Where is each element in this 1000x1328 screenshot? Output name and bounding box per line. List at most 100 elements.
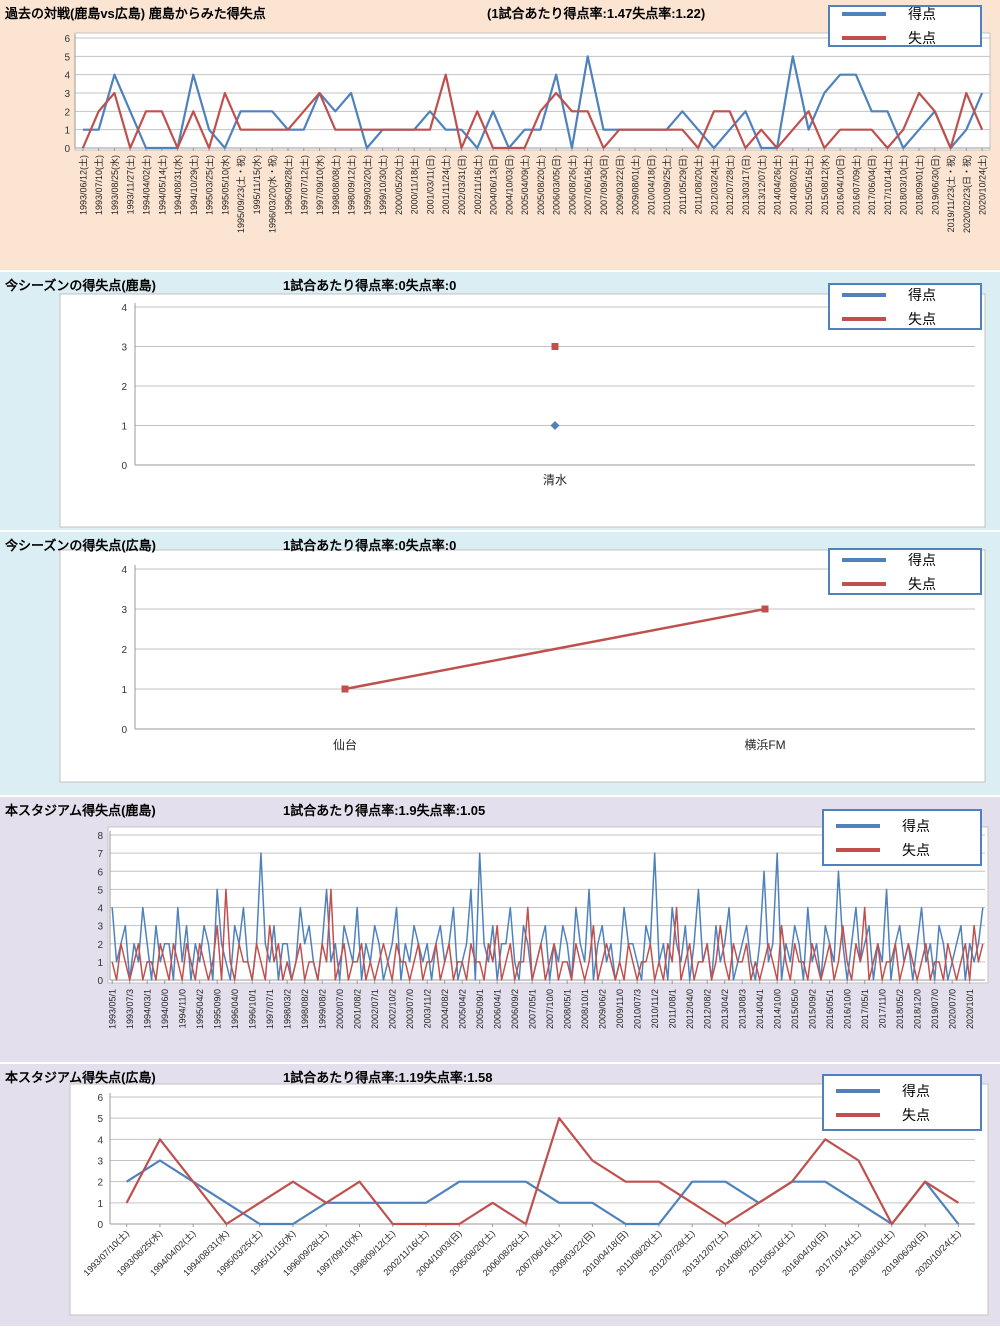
concede-line-sample-icon [836,1112,880,1117]
panel-stadium-kashima: 本スタジアム得失点(鹿島) 1試合あたり得点率:1.9失点率:1.05 0 1 2 3… [0,795,1000,1062]
x-tick-label: 1998/09/12(土) [346,155,357,215]
x-tick-label: 1998/03/2 [283,989,293,1029]
x-tick-label: 1995/03/25(土) [204,155,215,215]
x-tick-label: 2012/08/2 [703,989,713,1029]
x-axis-labels: 仙台 横浜FM [333,737,786,752]
score-diamond-marker [550,421,560,430]
y-tick-label-3: 3 [64,89,70,100]
x-tick-label: 1994/08/31(水) [172,155,183,215]
x-tick-label: 2014/04/26(土) [772,155,783,215]
y-tick-label-1: 1 [121,422,127,433]
y-tick-label-4: 4 [64,71,70,82]
x-tick-label: 2008/05/1 [563,989,573,1029]
x-tick-label: 1996/03/20(水・祝) [267,155,278,233]
x-tick-label: 2001/08/2 [353,989,363,1029]
chart5-rate-text: 1試合あたり得点率:1.19失点率:1.58 [283,1070,493,1085]
x-tick-label: 2008/10/1 [580,989,590,1029]
x-tick-label: 2015/08/12(水) [819,155,830,215]
x-tick-label: 2005/04/2 [458,989,468,1029]
x-tick-label: 2010/11/2 [650,989,660,1028]
x-tick-label: 2007/06/16(土) [582,155,593,215]
x-tick-label: 1993/05/1 [108,989,118,1029]
x-tick-label: 2018/09/01(土) [914,155,925,215]
concede-line-sample-icon [842,581,886,586]
score-legend-label: 得点 [902,817,930,834]
x-tick-label: 2013/08/3 [738,989,748,1029]
chart1-plot: 0 1 2 3 4 5 6 1993/06/12(土) 1993/07/10(土) 1993/08… [64,32,991,233]
y-tick-label-1: 1 [97,1199,103,1210]
concede-legend-label: 失点 [902,841,930,858]
x-tick-label: 1993/07/3 [125,989,135,1029]
y-tick-label-6: 6 [97,867,103,878]
x-tick-label: 2004/08/2 [440,989,450,1029]
x-tick-label: 2019/11/23(土・祝) [945,155,956,232]
x-tick-label: 2002/11/16(土) [472,155,483,214]
y-tick-label-8: 8 [97,831,103,842]
x-tick-label: 1996/09/28(土) [282,155,293,215]
x-tick-label: 1996/04/0 [230,989,240,1029]
x-tick-label: 2018/12/0 [913,989,923,1029]
series-line-concede [344,607,766,691]
y-tick-label-6: 6 [97,1093,103,1104]
concede-square-marker [761,605,769,613]
x-tick-label: 1999/03/20(土) [361,155,372,215]
chart2-legend: 得点 失点 [828,283,982,330]
x-axis-labels: 1993/05/1 1993/07/3 1994/03/1 1994/06/0 1994… [108,989,976,1029]
x-tick-label: 1993/08/25(水) [109,155,120,215]
x-tick-label: 2000/11/18(土) [409,155,420,214]
x-tick-label: 2002/03/31(日) [457,155,467,215]
x-tick-label: 2017/06/04(日) [867,155,877,215]
x-tick-label: 2006/04/1 [493,989,503,1029]
chart1-rate-text: (1試合あたり得点率:1.47失点率:1.22) [487,6,706,21]
x-tick-label: 2013/04/2 [720,989,730,1029]
y-tick-label-1: 1 [64,126,70,137]
x-tick-label: 1996/10/1 [248,989,258,1029]
x-tick-label: 2002/07/1 [370,989,380,1029]
y-tick-label-1: 1 [121,685,127,696]
chart4-legend-concede-row: 失点 [824,838,980,862]
x-tick-label: 2001/03/11(日) [425,155,435,214]
y-tick-label-2: 2 [64,107,70,118]
x-tick-label: 1995/11/15(水) [251,155,262,214]
x-tick-label: 2015/05/0 [790,989,800,1029]
x-tick-label: 2005/08/20(土) [535,155,546,215]
x-tick-label: 2009/08/01(土) [630,155,641,215]
concede-line-sample-icon [842,36,886,40]
chart1-title: 過去の対戦(鹿島vs広島) 鹿島からみた得失点 [5,6,266,21]
chart2-legend-concede-row: 失点 [830,307,980,331]
chart1-legend-score-row: 得点 [830,2,980,26]
chart3-legend-concede-row: 失点 [830,572,980,596]
y-tick-label-5: 5 [97,1114,103,1125]
x-tick-label: 2010/07/3 [633,989,643,1029]
y-tick-label-4: 4 [97,1135,103,1146]
x-tick-label: 1995/04/2 [195,989,205,1029]
y-tick-label-0: 0 [97,1220,103,1231]
panel-season-hiroshima: 今シーズンの得失点(広島) 1試合あたり得点率:0失点率:0 0 1 2 3 4 仙台 横浜… [0,530,1000,795]
series-line-concede [125,1117,959,1226]
x-tick-label: 1994/05/14(土) [156,155,167,215]
x-tick-label: 2017/11/0 [878,989,888,1028]
x-tick-label: 1997/09/10(水) [314,155,325,215]
chart5-legend: 得点 失点 [822,1074,982,1131]
x-tick-label: 2014/04/1 [755,989,765,1029]
series-line-concede [111,888,984,981]
y-tick-label-4: 4 [97,904,103,915]
x-tick-label: 2020/10/1 [965,989,975,1029]
x-tick-label: 1994/10/29(土) [188,155,199,215]
chart2-plot: 0 1 2 3 4 清水 [59,293,986,528]
y-tick-label-0: 0 [64,144,70,155]
chart5-title: 本スタジアム得失点(広島) [5,1070,156,1085]
x-tick-label: 2012/04/0 [685,989,695,1029]
x-tick-label: 清水 [543,473,567,487]
y-tick-label-0: 0 [121,461,127,472]
x-tick-label: 1994/03/1 [143,989,153,1029]
concede-square-marker [551,343,559,350]
x-tick-label: 2016/04/10(日) [836,155,846,215]
x-tick-label: 2011/08/1 [668,989,678,1028]
x-tick-label: 仙台 [333,737,357,752]
chart4-plot: 0 1 2 3 4 5 6 7 8 1993/05/1 1993/07/3 1994/03/1 1994… [97,826,989,1029]
x-tick-label: 2006/08/26(土) [566,155,577,215]
x-tick-label: 2010/09/25(土) [661,155,672,215]
chart2-title: 今シーズンの得失点(鹿島) [5,278,157,293]
x-tick-label: 1998/08/2 [300,989,310,1029]
